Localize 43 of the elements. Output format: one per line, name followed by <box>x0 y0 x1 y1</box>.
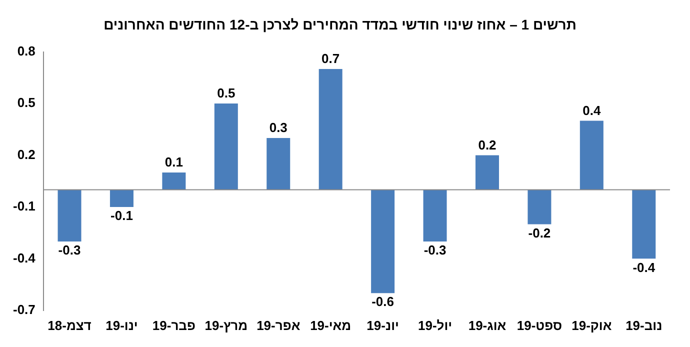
bar <box>318 69 342 190</box>
data-label: 0.7 <box>322 51 340 66</box>
bar <box>58 190 82 242</box>
x-tick-label: ינו-19 <box>106 318 138 333</box>
x-tick-label: אוק-19 <box>572 318 612 333</box>
y-tick-label: 0.5 <box>17 95 36 110</box>
y-tick-label: -0.4 <box>12 250 36 266</box>
x-tick-label: מאי-19 <box>310 318 352 333</box>
x-tick-label: מרץ-19 <box>204 318 248 333</box>
bar <box>162 172 186 190</box>
x-tick-label: נוב-19 <box>626 318 662 333</box>
bar <box>214 104 238 190</box>
y-tick-label: 0.2 <box>17 146 36 162</box>
data-label: 0.4 <box>582 102 602 118</box>
data-label: 0.3 <box>269 120 288 136</box>
data-label: -0.4 <box>632 260 656 275</box>
data-label: -0.6 <box>372 294 394 310</box>
x-tick-label: יול-19 <box>418 318 452 333</box>
x-tick-label: דצמ-18 <box>48 318 92 333</box>
bar <box>371 190 395 294</box>
data-label: 0.5 <box>217 86 236 101</box>
data-label: 0.1 <box>164 154 183 170</box>
data-label: -0.3 <box>58 242 81 258</box>
bar <box>110 190 134 207</box>
y-tick-label: 0.8 <box>17 43 36 58</box>
bar <box>632 190 656 259</box>
data-label: -0.1 <box>110 208 133 224</box>
x-tick-label: ספט-19 <box>516 318 562 333</box>
bar <box>528 190 552 224</box>
bar <box>475 155 499 190</box>
bar <box>423 190 447 242</box>
bar <box>266 138 290 190</box>
chart-title: תרשים 1 – אחוז שינוי חודשי במדד המחירים לצרכן ב-12 החודשים האחרונים <box>104 16 576 32</box>
data-label: 0.2 <box>478 137 496 152</box>
y-tick-label: -0.7 <box>12 302 36 317</box>
data-label: -0.2 <box>528 225 551 240</box>
y-tick-label: -0.1 <box>12 198 36 214</box>
x-tick-label: אוג-19 <box>468 318 506 333</box>
x-tick-label: פבר-19 <box>152 318 196 333</box>
x-tick-label: אפר-19 <box>256 318 300 333</box>
x-tick-label: יונ-19 <box>366 318 399 333</box>
bar <box>580 120 604 190</box>
data-label: -0.3 <box>424 242 446 258</box>
